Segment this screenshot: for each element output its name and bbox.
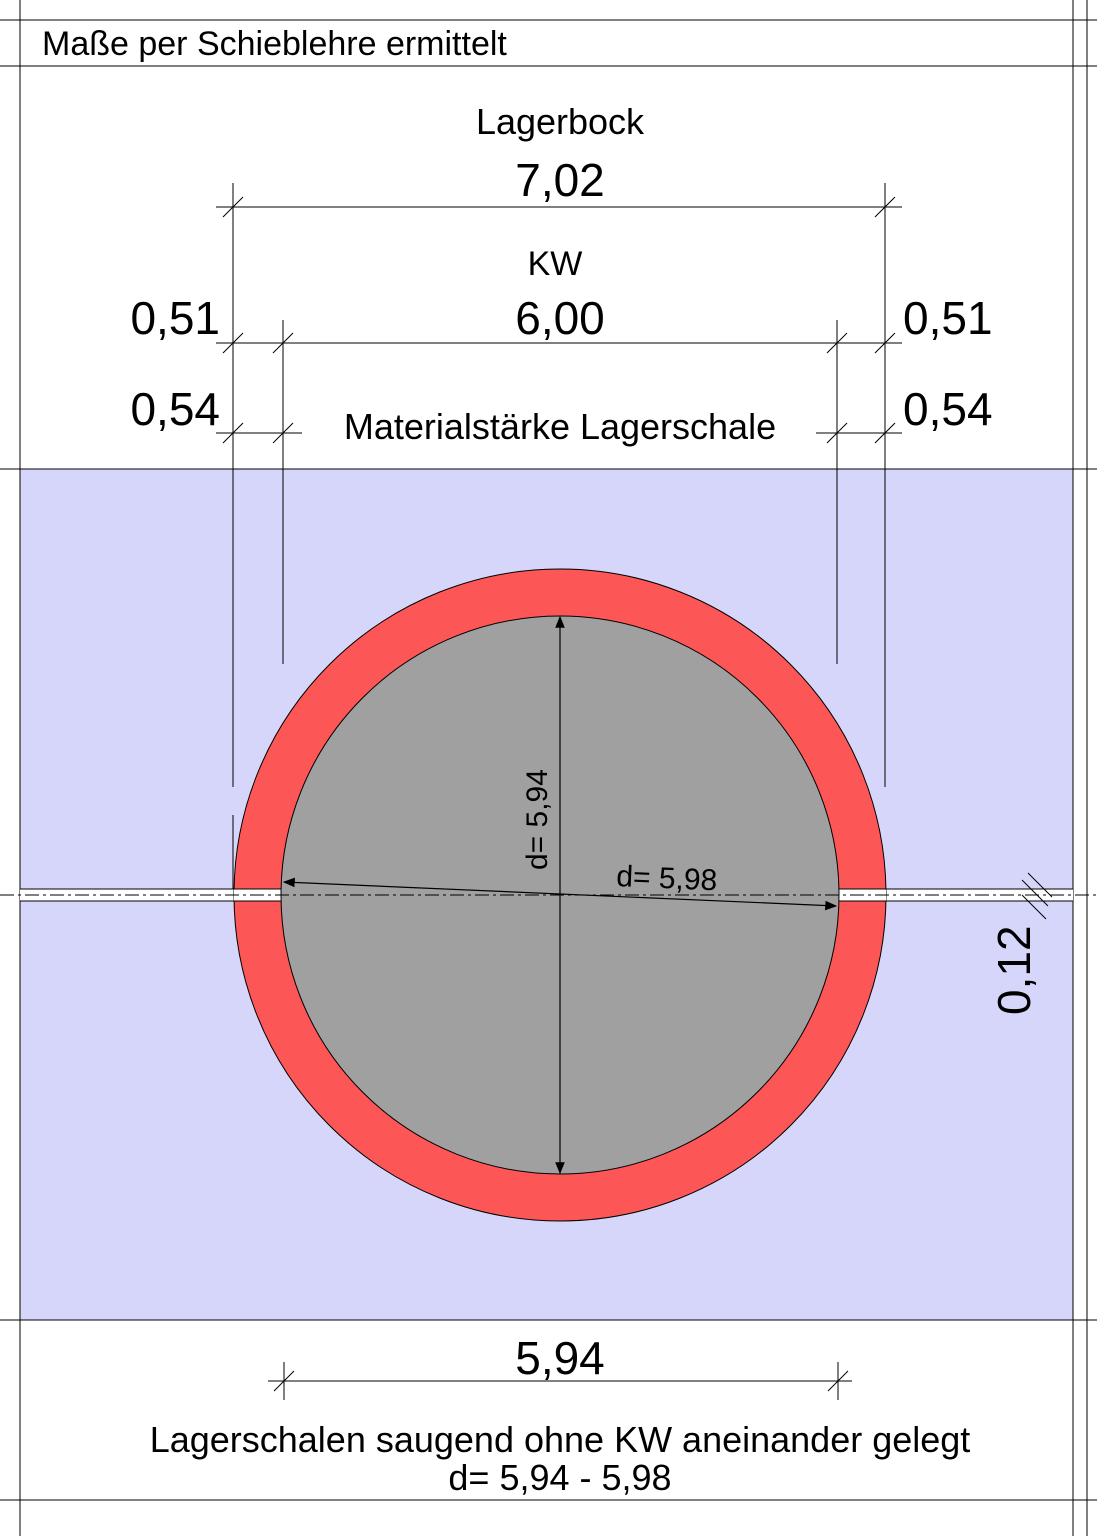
kw-label: KW [528,245,583,283]
split-gap-dimension [1021,872,1053,920]
lagerbock-dimension-line [216,196,902,218]
lagerbock-value: 7,02 [515,154,605,206]
footer-note-line1: Lagerschalen saugend ohne KW aneinander … [150,1419,971,1460]
vertical-diameter-label: d= 5,94 [521,769,554,870]
horizontal-diameter-label: d= 5,98 [616,860,718,897]
header-title: Maße per Schieblehre ermittelt [42,25,507,63]
horizontal-diameter-arrow [282,877,838,911]
right-gap-value: 0,51 [903,292,993,344]
left-thickness-value: 0,54 [130,383,220,435]
thickness-dimension-line [216,422,902,444]
lagerbock-label: Lagerbock [476,101,645,142]
extension-lines [232,183,886,889]
bottom-dimension-line [268,1362,852,1400]
bottom-width-value: 5,94 [515,1332,605,1384]
right-thickness-value: 0,54 [903,383,993,435]
left-gap-value: 0,51 [130,292,220,344]
split-gap-value: 0,12 [988,925,1040,1015]
kw-dimension-line [216,332,902,354]
kw-value: 6,00 [515,292,605,344]
thickness-label: Materialstärke Lagerschale [344,406,776,447]
footer-note-line2: d= 5,94 - 5,98 [448,1457,671,1498]
